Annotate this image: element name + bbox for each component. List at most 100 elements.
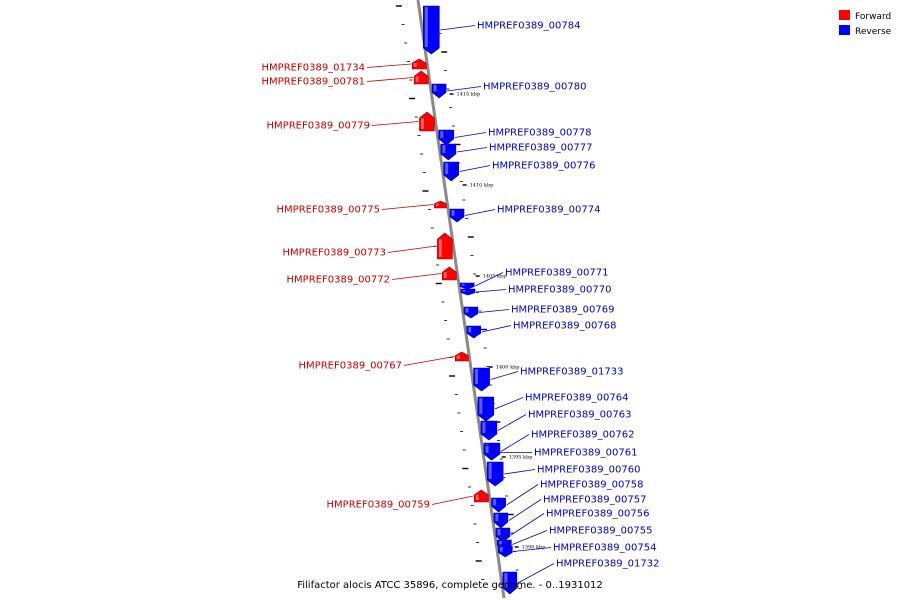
gene-leader-line (454, 132, 487, 138)
gene-feature: HMPREF0389_00769 (463, 305, 614, 319)
genome-backbone (416, 0, 506, 599)
legend-reverse-swatch (839, 25, 850, 35)
gene-leader-line (464, 209, 496, 216)
gene-arrow-highlight (468, 327, 472, 333)
gene-leader-line (500, 434, 530, 452)
scale-tick-label: 1410 kbp (470, 183, 494, 189)
gene-feature: HMPREF0389_00760 (486, 461, 640, 487)
gene-feature: HMPREF0389_00758 (491, 480, 643, 513)
gene-feature: HMPREF0389_00768 (466, 321, 616, 339)
gene-arrow-highlight (445, 163, 449, 174)
gene-arrow-highlight (499, 547, 503, 552)
gene-feature: HMPREF0389_01734 (262, 58, 427, 74)
gene-leader-line (490, 371, 519, 380)
gene-arrow-highlight (442, 145, 446, 153)
map-caption: Filifactor alocis ATCC 35896, complete g… (297, 580, 603, 591)
gene-arrow-highlight (415, 76, 419, 82)
gene-feature: HMPREF0389_00773 (283, 232, 453, 260)
gene-feature: HMPREF0389_00770 (460, 285, 611, 296)
gene-feature: HMPREF0389_00780 (431, 82, 586, 99)
gene-arrow-highlight (438, 239, 442, 257)
gene-arrow-highlight (451, 210, 455, 216)
gene-feature: HMPREF0389_00764 (477, 393, 628, 422)
gene-arrow-highlight (495, 514, 499, 521)
gene-arrow-highlight (413, 63, 417, 67)
gene-leader-line (456, 147, 488, 153)
gene-label: HMPREF0389_00757 (543, 495, 646, 506)
legend-forward-swatch (839, 10, 850, 20)
gene-arrow-highlight (462, 290, 466, 292)
gene-feature: HMPREF0389_00776 (443, 161, 595, 182)
gene-label: HMPREF0389_00781 (262, 77, 365, 88)
gene-feature: HMPREF0389_00767 (299, 351, 469, 372)
gene-feature: HMPREF0389_00784 (423, 5, 580, 55)
gene-leader-line (506, 484, 539, 506)
gene-arrow-highlight (461, 284, 465, 286)
gene-leader-line (431, 495, 474, 505)
gene-label: HMPREF0389_00776 (492, 161, 595, 172)
gene-arrow-highlight (485, 446, 489, 453)
gene-arrow-highlight (433, 85, 437, 92)
gene-leader-line (403, 356, 455, 366)
gene-leader-line (447, 86, 482, 92)
gene-arrow-highlight (498, 541, 502, 545)
gene-feature: HMPREF0389_00761 (483, 444, 637, 461)
gene-feature: HMPREF0389_00775 (277, 200, 447, 216)
gene-label: HMPREF0389_00762 (531, 430, 634, 441)
gene-arrow-highlight (435, 203, 439, 206)
gene-feature: HMPREF0389_00781 (262, 70, 429, 88)
scale-tick-label: 1415 kbp (457, 92, 481, 98)
gene-label: HMPREF0389_00775 (277, 205, 380, 216)
gene-arrow-highlight (440, 131, 444, 138)
gene-leader-line (474, 272, 504, 287)
legend: Forward Reverse (839, 10, 892, 37)
gene-leader-line (371, 121, 419, 126)
legend-reverse-label: Reverse (855, 27, 892, 37)
gene-arrow-highlight (479, 398, 483, 414)
gene-arrow-highlight (488, 463, 492, 479)
gene-arrow-highlight (482, 422, 486, 433)
scale-tick-label: 1400 kbp (496, 365, 520, 371)
gene-arrow-highlight (475, 369, 479, 384)
gene-label: HMPREF0389_00780 (483, 82, 586, 93)
gene-label: HMPREF0389_00772 (287, 275, 390, 286)
gene-feature: HMPREF0389_00759 (327, 489, 489, 511)
gene-label: HMPREF0389_00758 (540, 480, 643, 491)
gene-label: HMPREF0389_00755 (549, 526, 652, 537)
gene-arrow-highlight (493, 499, 497, 506)
gene-feature: HMPREF0389_01733 (473, 367, 623, 392)
gene-leader-line (478, 309, 510, 313)
gene-leader-line (391, 273, 442, 280)
gene-leader-line (475, 289, 507, 293)
gene-leader-line (387, 245, 437, 253)
gene-leader-line (366, 63, 412, 68)
scale-tick-label: 1390 kbp (522, 545, 546, 551)
gene-label: HMPREF0389_00761 (534, 448, 637, 459)
gene-feature: HMPREF0389_00754 (498, 543, 656, 558)
gene-leader-line (510, 513, 545, 536)
gene-arrow-highlight (456, 355, 460, 359)
gene-features: HMPREF0389_00784 HMPREF0389_01734 HMPREF03… (262, 5, 659, 595)
gene-label: HMPREF0389_00754 (553, 543, 656, 554)
gene-arrow-highlight (443, 272, 447, 278)
gene-label: HMPREF0389_00770 (508, 285, 611, 296)
gene-label: HMPREF0389_00784 (477, 21, 580, 32)
gene-leader-line (481, 325, 512, 333)
gene-leader-line (504, 469, 536, 475)
minor-ticks (395, 5, 522, 589)
gene-label: HMPREF0389_00771 (505, 268, 608, 279)
gene-label: HMPREF0389_00756 (546, 509, 649, 520)
gene-arrow-highlight (465, 308, 469, 313)
gene-leader-line (494, 397, 524, 410)
gene-label: HMPREF0389_01733 (520, 367, 623, 378)
gene-arrow-highlight (475, 494, 479, 500)
gene-label: HMPREF0389_00774 (497, 205, 600, 216)
gene-leader-line (497, 414, 527, 431)
gene-feature: HMPREF0389_00771 (459, 268, 608, 290)
gene-label: HMPREF0389_01732 (556, 559, 659, 570)
gene-feature: HMPREF0389_00777 (440, 143, 592, 161)
gene-arrow-highlight (424, 7, 428, 47)
gene-leader-line (366, 77, 414, 82)
gene-arrow-reverse (459, 282, 475, 290)
